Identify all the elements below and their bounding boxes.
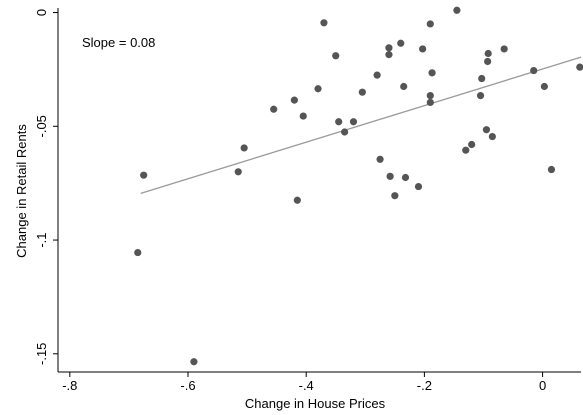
data-point-29 xyxy=(426,91,434,100)
data-point-3 xyxy=(190,358,198,366)
data-point-5 xyxy=(240,144,248,152)
data-point-9 xyxy=(299,112,307,120)
y-tick-label: -.15 xyxy=(34,343,49,365)
data-point-30 xyxy=(426,20,434,28)
data-point-39 xyxy=(484,49,492,58)
data-point-15 xyxy=(349,118,358,126)
data-point-2 xyxy=(140,171,148,179)
data-point-35 xyxy=(476,91,485,100)
data-point-44 xyxy=(547,165,556,174)
y-tick-label: -.05 xyxy=(34,115,49,137)
data-point-33 xyxy=(462,146,470,154)
data-point-31 xyxy=(428,69,436,77)
data-point-24 xyxy=(400,82,408,91)
fit-line xyxy=(140,56,582,195)
x-tick-label: 0 xyxy=(539,378,546,393)
data-point-41 xyxy=(500,45,508,53)
data-point-40 xyxy=(488,132,496,141)
data-point-22 xyxy=(391,192,399,200)
data-point-37 xyxy=(482,126,491,134)
data-point-43 xyxy=(540,82,548,91)
data-point-4 xyxy=(234,168,242,176)
data-point-10 xyxy=(314,85,322,93)
y-tick-label: -.1 xyxy=(34,232,49,247)
data-point-23 xyxy=(397,39,405,47)
x-tick-label: -.4 xyxy=(299,378,314,393)
data-point-34 xyxy=(468,140,476,149)
data-point-26 xyxy=(414,182,423,191)
data-point-1 xyxy=(134,248,142,257)
data-point-20 xyxy=(385,51,393,59)
data-point-13 xyxy=(335,118,343,126)
data-point-18 xyxy=(376,155,384,163)
slope-annotation: Slope = 0.08 xyxy=(82,35,155,50)
data-point-19 xyxy=(385,44,393,52)
y-axis-title: Change in Retail Rents xyxy=(14,124,29,258)
data-point-21 xyxy=(386,172,394,180)
data-point-7 xyxy=(290,96,298,104)
x-tick-label: -.8 xyxy=(62,378,77,393)
data-point-25 xyxy=(401,173,410,182)
x-axis-title: Change in House Prices xyxy=(245,396,386,411)
data-point-27 xyxy=(419,45,427,53)
data-point-8 xyxy=(293,196,301,204)
data-point-6 xyxy=(270,105,278,113)
data-point-14 xyxy=(341,128,349,136)
data-point-32 xyxy=(453,6,461,14)
data-point-38 xyxy=(484,57,492,66)
data-point-17 xyxy=(373,71,381,79)
y-tick-label: 0 xyxy=(34,9,49,16)
data-point-11 xyxy=(320,19,328,27)
data-point-42 xyxy=(530,66,538,75)
data-point-12 xyxy=(332,52,340,60)
x-tick-label: -.2 xyxy=(417,378,432,393)
data-point-16 xyxy=(358,88,366,96)
data-point-36 xyxy=(478,74,486,83)
data-point-28 xyxy=(426,98,434,107)
data-point-45 xyxy=(576,63,583,71)
x-tick-label: -.6 xyxy=(180,378,195,393)
